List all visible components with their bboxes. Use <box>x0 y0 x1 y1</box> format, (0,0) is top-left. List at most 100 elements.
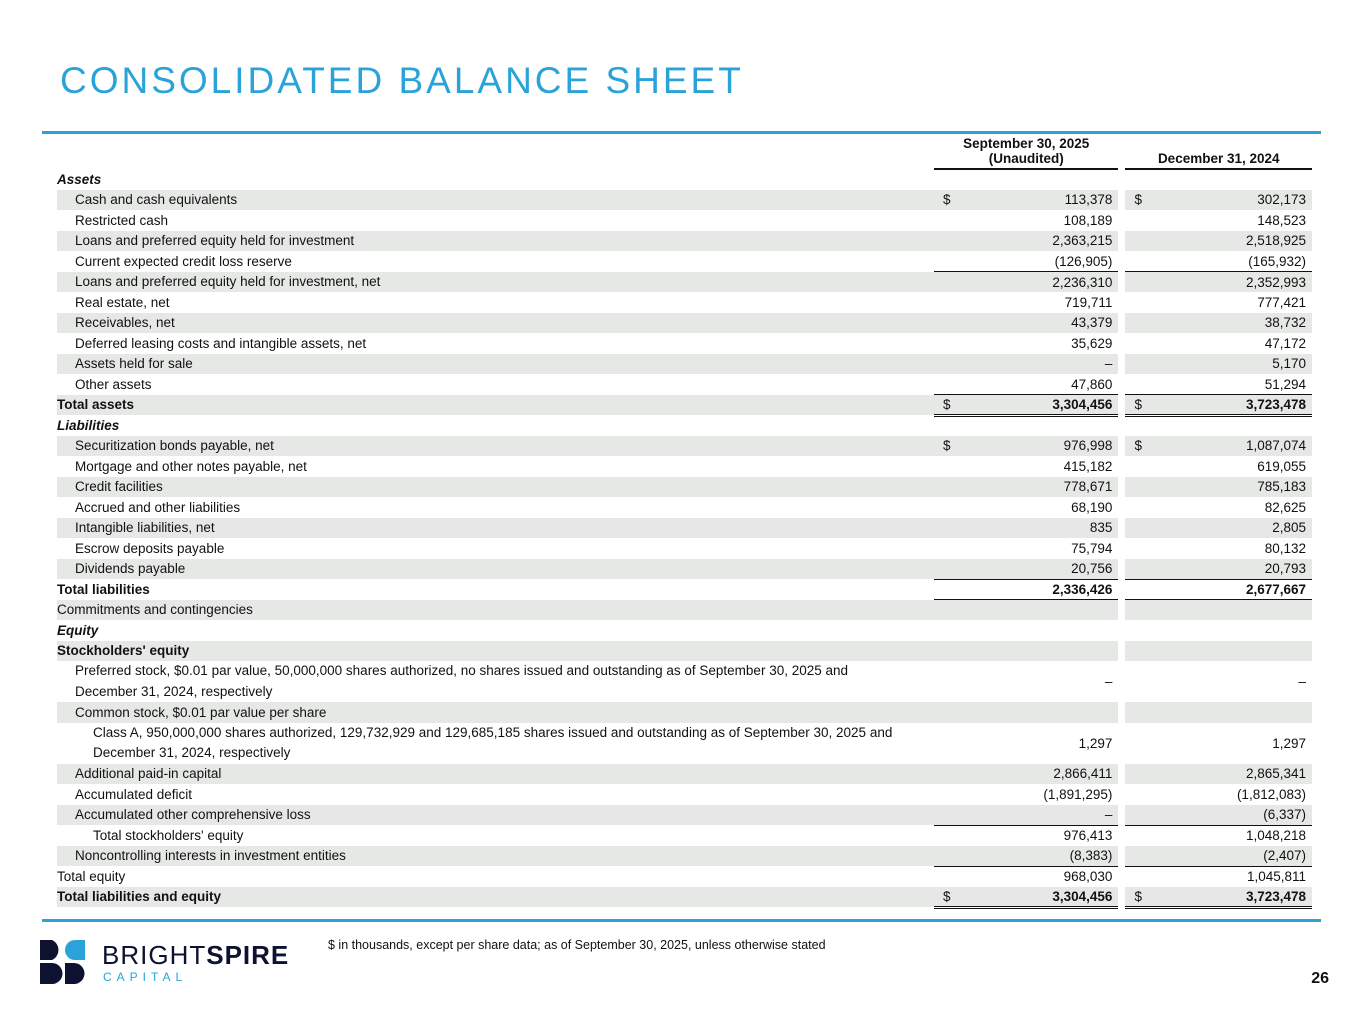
currency-symbol <box>1125 620 1147 641</box>
currency-symbol <box>934 210 956 231</box>
currency-symbol <box>1125 845 1148 867</box>
currency-symbol: $ <box>933 435 957 456</box>
currency-symbol <box>934 456 956 477</box>
row-label: Stockholders' equity <box>57 640 934 661</box>
currency-symbol <box>933 804 957 826</box>
row-label: Total assets <box>57 394 934 415</box>
value-dec-2024: 2,677,667 <box>1147 579 1312 600</box>
value-dec-2024: 1,048,218 <box>1245 828 1306 843</box>
value-sep-2025: 3,304,456 <box>956 394 1119 417</box>
currency-symbol <box>933 599 957 620</box>
table-row: Class A, 950,000,000 shares authorized, … <box>57 722 1312 764</box>
row-label: Commitments and contingencies <box>57 599 934 620</box>
value-sep-2025: – <box>1104 674 1113 689</box>
currency-symbol <box>933 476 957 497</box>
table-row: Securitization bonds payable, net $ 976,… <box>57 435 1312 456</box>
table-row: Credit facilities 778,671 785,183 <box>57 476 1312 497</box>
row-label: Cash and cash equivalents <box>57 189 934 210</box>
currency-symbol <box>933 517 957 538</box>
value-sep-2025: (126,905) <box>956 251 1119 272</box>
currency-symbol <box>1125 292 1147 313</box>
table-row: Commitments and contingencies <box>57 599 1312 620</box>
value-dec-2024 <box>1147 702 1312 723</box>
row-label: Accumulated deficit <box>75 786 193 802</box>
table-row: Accumulated deficit (1,891,295) (1,812,0… <box>57 784 1312 805</box>
currency-symbol <box>933 702 957 723</box>
value-dec-2024: 302,173 <box>1147 189 1312 210</box>
balance-sheet-table: September 30, 2025 (Unaudited) December 3… <box>57 136 1312 909</box>
currency-symbol <box>1125 210 1147 231</box>
table-row: Real estate, net 719,711 777,421 <box>57 292 1312 313</box>
row-label: Noncontrolling interests in investment e… <box>57 845 934 866</box>
table-row: Current expected credit loss reserve (12… <box>57 251 1312 272</box>
row-label: Equity <box>57 622 99 638</box>
value-sep-2025 <box>956 169 1118 190</box>
value-sep-2025: 2,866,411 <box>956 763 1119 784</box>
value-dec-2024: 777,421 <box>1257 294 1306 310</box>
row-label: Total liabilities <box>57 581 150 597</box>
value-sep-2025: – <box>956 804 1119 826</box>
value-sep-2025: 2,363,215 <box>956 230 1119 251</box>
table-row: Dividends payable 20,756 20,793 <box>57 558 1312 580</box>
currency-symbol: $ <box>1125 886 1148 909</box>
table-row: Deferred leasing costs and intangible as… <box>57 333 1312 354</box>
row-label: Total equity <box>57 868 126 884</box>
value-sep-2025 <box>956 620 1118 641</box>
table-row: Liabilities <box>57 415 1312 436</box>
row-label: Credit facilities <box>57 476 934 497</box>
value-dec-2024: (165,932) <box>1147 251 1312 272</box>
value-sep-2025: 778,671 <box>956 476 1119 497</box>
row-label: Dividends payable <box>57 558 934 579</box>
bottom-rule <box>42 919 1321 922</box>
value-dec-2024: 785,183 <box>1147 476 1312 497</box>
currency-symbol <box>1125 723 1147 764</box>
value-dec-2024: 619,055 <box>1257 458 1306 474</box>
row-label: Class A, 950,000,000 shares authorized, … <box>93 724 893 761</box>
currency-symbol <box>934 497 956 518</box>
currency-symbol <box>933 763 957 784</box>
value-dec-2024: 2,518,925 <box>1147 230 1312 251</box>
currency-symbol <box>1125 230 1148 251</box>
row-label: Escrow deposits payable <box>75 540 225 556</box>
value-sep-2025: 835 <box>956 517 1119 538</box>
currency-symbol <box>1125 558 1148 580</box>
table-row: Accrued and other liabilities 68,190 82,… <box>57 497 1312 518</box>
currency-symbol <box>1125 784 1147 805</box>
table-row: Receivables, net 43,379 38,732 <box>57 312 1312 333</box>
row-label: Accrued and other liabilities <box>75 499 241 515</box>
currency-symbol <box>1125 517 1148 538</box>
currency-symbol <box>1125 497 1147 518</box>
currency-symbol <box>1125 579 1148 600</box>
page-title: CONSOLIDATED BALANCE SHEET <box>60 60 744 101</box>
value-sep-2025 <box>956 702 1119 723</box>
value-dec-2024: 2,352,993 <box>1147 271 1312 292</box>
currency-symbol: $ <box>1125 435 1148 456</box>
row-label: Real estate, net <box>75 294 170 310</box>
table-row: Assets <box>57 169 1312 190</box>
row-label: Receivables, net <box>57 312 934 333</box>
currency-symbol <box>933 374 957 395</box>
currency-symbol <box>1125 763 1148 784</box>
value-dec-2024: 38,732 <box>1147 312 1312 333</box>
table-row: Total equity 968,030 1,045,811 <box>57 866 1312 887</box>
row-label: Intangible liabilities, net <box>57 517 934 538</box>
value-sep-2025 <box>956 599 1119 620</box>
currency-symbol <box>934 784 956 805</box>
currency-symbol <box>933 579 957 600</box>
svg-text:BRIGHTSPIRE: BRIGHTSPIRE <box>102 940 289 970</box>
page-number: 26 <box>1311 970 1329 987</box>
currency-symbol <box>934 723 956 764</box>
currency-symbol: $ <box>933 886 957 909</box>
value-dec-2024: 1,297 <box>1272 735 1306 751</box>
table-row: Preferred stock, $0.01 par value, 50,000… <box>57 661 1312 702</box>
row-label: Other assets <box>75 376 152 392</box>
currency-symbol <box>1125 538 1147 559</box>
currency-symbol: $ <box>933 189 957 210</box>
value-sep-2025: 75,794 <box>1071 540 1113 556</box>
table-row: Mortgage and other notes payable, net 41… <box>57 456 1312 477</box>
currency-symbol <box>1125 333 1147 354</box>
currency-symbol <box>933 230 957 251</box>
value-dec-2024 <box>1148 415 1312 436</box>
table-row: Other assets 47,860 51,294 <box>57 374 1312 395</box>
value-dec-2024: 3,723,478 <box>1147 886 1312 909</box>
